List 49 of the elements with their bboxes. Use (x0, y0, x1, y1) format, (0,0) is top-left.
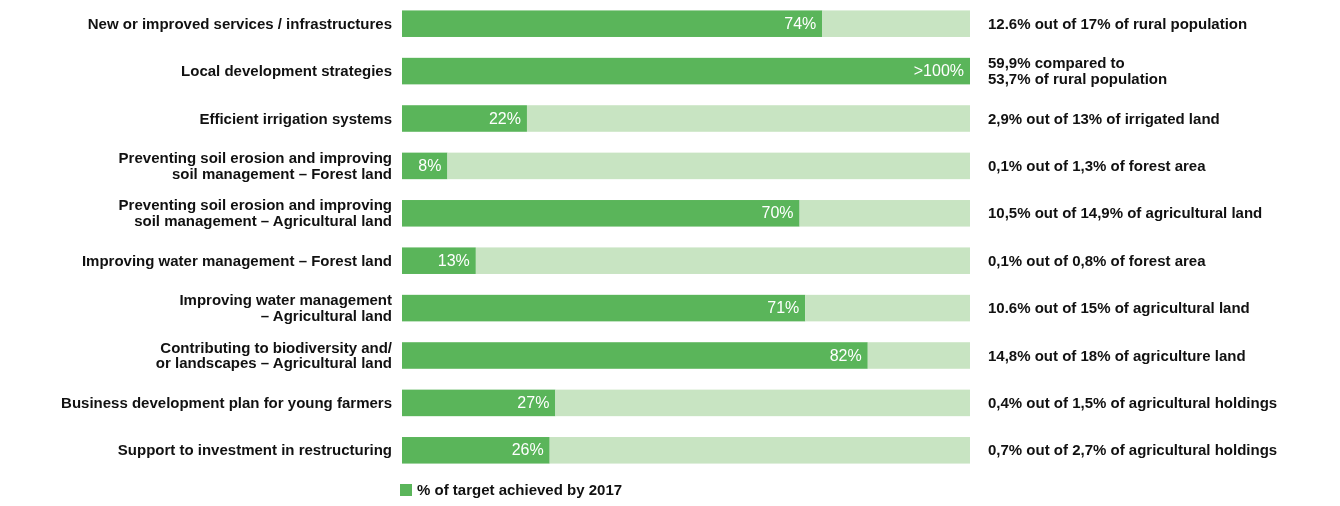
data-label: >100% (913, 62, 964, 80)
text: 10.6% out of 15% of agricultural land (988, 299, 1250, 317)
text: 59,9% compared to 53,7% of rural population (988, 54, 1168, 87)
y-tick-label: Local development strategies (181, 62, 392, 80)
text: 12.6% out of 17% of rural population (988, 14, 1248, 32)
bar (402, 437, 550, 464)
y-tick-label: Improving water management – Forest land (81, 251, 392, 269)
data-label: 70% (761, 204, 794, 222)
text: 2,9% out of 13% of irrigated land (988, 109, 1220, 127)
text: 10,5% out of 14,9% of agricultural land (988, 204, 1263, 222)
y-tick-label: Improving water management – Agricultural land (179, 291, 392, 324)
y-tick-label: Preventing soil erosion and improving soil management – Forest land (118, 148, 392, 182)
text: 0,4% out of 1,5% of agricultural holdings (988, 393, 1278, 411)
y-tick-label: Business development plan for young farmers (61, 393, 392, 411)
bar (867, 342, 970, 369)
text: 0,1% out of 0,8% of forest area (988, 251, 1207, 269)
bar (447, 152, 970, 180)
data-label: 71% (767, 299, 800, 317)
bar (526, 105, 970, 132)
data-label: 13% (437, 251, 470, 269)
bar (402, 105, 527, 132)
bar (402, 10, 823, 37)
y-tick-label: Contributing to biodiversity and/ or landscapes – Agricultural land (155, 338, 393, 372)
bar (402, 389, 556, 417)
bar (822, 10, 970, 37)
text: 0,7% out of 2,7% of agricultural holdings (988, 441, 1278, 459)
y-tick-label: Support to investment in restructuring (117, 441, 392, 459)
bar (402, 200, 800, 227)
data-label: 82% (829, 346, 862, 364)
y-tick-label: Preventing soil erosion and improving soil management – Agricultural land (118, 196, 392, 230)
data-label: 27% (517, 393, 550, 411)
bar (402, 342, 868, 369)
y-tick-label: New or improved services / infrastructures (87, 14, 392, 32)
y-tick-label: Efficient irrigation systems (199, 109, 392, 127)
data-label: 26% (511, 441, 544, 459)
bar (402, 57, 970, 85)
data-label: 22% (488, 109, 521, 127)
data-label: 8% (418, 156, 442, 174)
bar (402, 247, 476, 274)
legend-label: % of target achieved by 2017 (417, 481, 623, 498)
bar (475, 247, 970, 274)
bar (549, 437, 970, 464)
bar (402, 294, 806, 322)
bar (799, 200, 970, 227)
bar (805, 294, 970, 322)
data-label: 74% (784, 14, 817, 32)
text: 0,1% out of 1,3% of forest area (988, 156, 1207, 174)
text: 14,8% out of 18% of agriculture land (988, 346, 1246, 364)
bar (555, 389, 970, 417)
